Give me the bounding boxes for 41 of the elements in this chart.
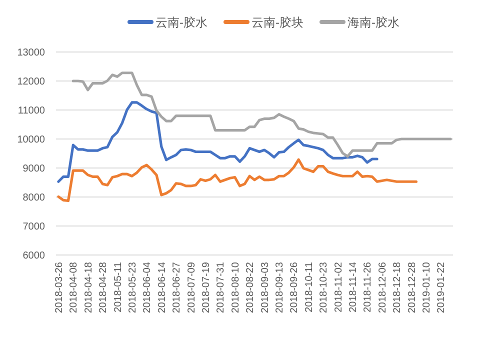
x-tick-label: 2018-10-23 [318, 262, 330, 314]
x-tick-label: 2018-06-27 [172, 262, 183, 314]
x-tick-label: 2018-07-31 [216, 262, 227, 314]
line-series [57, 101, 378, 183]
legend-label: 海南-胶水 [348, 16, 400, 30]
y-tick-label: 10000 [17, 134, 46, 146]
x-tick-label: 2018-11-26 [362, 262, 374, 312]
legend-label: 云南-胶块 [252, 16, 304, 30]
x-tick-label: 2018-11-02 [333, 262, 344, 312]
x-tick-label: 2019-01-10 [422, 262, 433, 314]
legend-label: 云南-胶水 [156, 16, 208, 30]
x-tick-label: 2018-03-26 [54, 262, 65, 314]
y-tick-label: 6000 [22, 250, 46, 262]
x-tick-label: 2018-07-09 [186, 262, 198, 314]
x-tick-label: 2018-12-06 [377, 262, 388, 314]
x-tick-label: 2018-09-13 [274, 262, 286, 314]
x-tick-label: 2018-04-18 [83, 262, 94, 314]
y-tick-label: 9000 [22, 164, 46, 174]
y-tick-label: 13000 [17, 48, 46, 58]
x-tick-label: 2018-12-18 [392, 262, 404, 314]
x-tick-label: 2018-06-04 [142, 262, 154, 314]
x-tick-label: 2018-09-03 [260, 262, 271, 314]
x-tick-label: 2018-12-28 [406, 262, 418, 314]
line-series [72, 72, 452, 158]
x-tick-label: 2018-09-26 [289, 262, 300, 314]
x-tick-label: 2018-08-22 [245, 262, 256, 314]
x-tick-label: 2018-08-10 [230, 262, 242, 314]
y-tick-label: 8000 [22, 192, 46, 204]
x-tick-label: 2018-10-11 [304, 262, 315, 312]
x-tick-label: 2018-11-14 [348, 262, 360, 312]
x-tick-label: 2018-06-14 [156, 262, 168, 314]
y-tick-label: 7000 [22, 222, 46, 232]
x-tick-label: 2018-04-08 [68, 262, 80, 314]
y-tick-label: 12000 [17, 76, 46, 88]
x-tick-label: 2018-05-23 [127, 262, 138, 314]
x-tick-label: 2019-01-22 [436, 262, 448, 314]
line-series [57, 158, 418, 202]
x-tick-label: 2018-07-19 [200, 262, 212, 314]
x-tick-label: 2018-05-11 [112, 262, 124, 312]
x-tick-label: 2018-04-28 [98, 262, 110, 314]
y-tick-label: 11000 [18, 106, 46, 116]
